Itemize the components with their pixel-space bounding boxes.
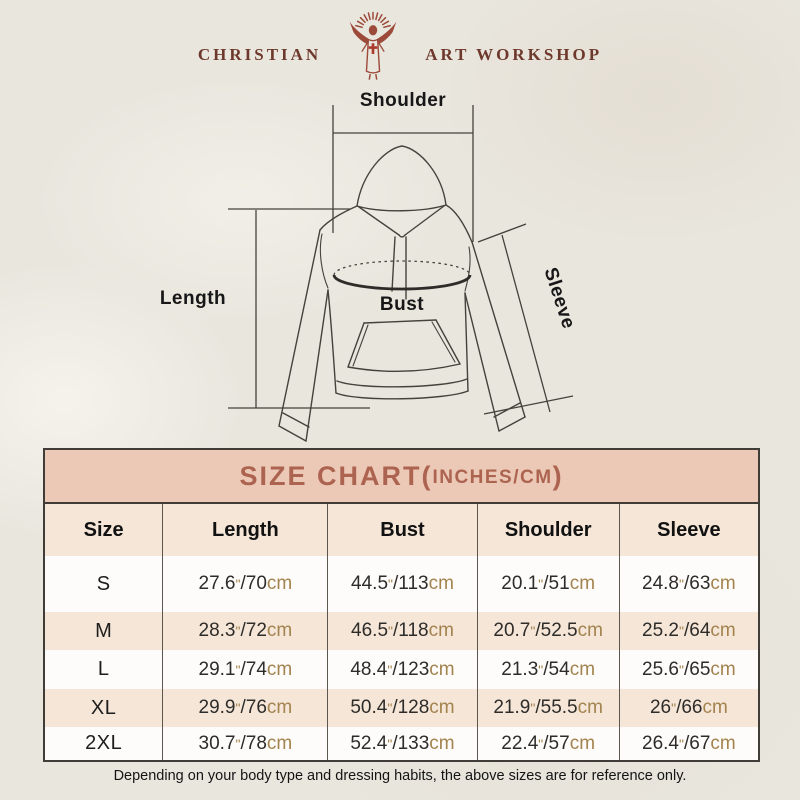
size-chart-table: SIZE CHART(INCHES/CM) Size Length Bust Shou…: [43, 448, 760, 762]
measure-cell: 27.6 "/70 cm: [163, 556, 329, 612]
measure-cell: 25.6 "/65 cm: [642, 658, 736, 680]
measure-cell: 48.4 "/123 cm: [328, 650, 478, 689]
measure-cell: 25.2 "/64 cm: [619, 612, 758, 650]
brand-name-left: CHRISTIAN: [197, 45, 322, 64]
size-cell: L: [45, 650, 164, 689]
bust-line-solid: [332, 274, 472, 291]
measure-cell: 52.4 "/133 cm: [328, 727, 478, 760]
column-header-sleeve: Sleeve: [619, 504, 758, 556]
size-cell: S: [45, 556, 164, 612]
measure-cell: 21.9 "/55.5 cm: [477, 689, 620, 727]
measure-cell: 20.7 "/52.5 cm: [477, 612, 620, 650]
size-cell: M: [45, 612, 164, 650]
measure-cell: 28.3 "/72 cm: [163, 612, 329, 650]
measure-cell: 29.1 "/74 cm: [163, 650, 329, 689]
footer-note: Depending on your body type and dressing…: [113, 768, 687, 784]
size-chart-title-band: SIZE CHART(INCHES/CM): [45, 450, 758, 504]
measurement-lines: [228, 105, 574, 415]
size-chart-grid: Size Length Bust Shoulder Sleeve S 27.6 "/70 cm 4…: [45, 504, 758, 760]
hoodie-outline: [278, 145, 526, 442]
size-cell: 2XL: [45, 727, 164, 760]
measure-cell: 24.8 "/63 cm: [642, 573, 736, 594]
measure-cell: 50.4 "/128 cm: [328, 689, 478, 727]
column-header-size: Size: [45, 504, 164, 556]
size-cell: XL: [45, 689, 164, 727]
measure-cell: 21.3 "/54 cm: [478, 650, 620, 689]
brand-name-right: ART WORKSHOP: [425, 45, 603, 64]
measure-cell: 26 "/66 cm: [619, 689, 758, 727]
shoulder-label: Shoulder: [360, 90, 446, 111]
measure-cell: 46.5 "/118 cm: [328, 612, 478, 650]
measure-cell: 22.4 "/57 cm: [478, 727, 620, 760]
size-chart-title: SIZE CHART(: [239, 460, 433, 491]
column-header-shoulder: Shoulder: [477, 504, 620, 556]
bust-label: Bust: [380, 294, 424, 315]
sleeve-label: Sleeve: [539, 265, 579, 332]
size-chart-title-close: ): [552, 460, 564, 491]
length-label: Length: [160, 288, 226, 309]
measure-cell: 30.7 "/78 cm: [163, 727, 329, 760]
measure-cell: 44.5 "/113 cm: [328, 556, 478, 612]
column-header-length: Length: [163, 504, 329, 556]
measure-cell: 20.1 "/51 cm: [478, 556, 620, 612]
column-header-bust: Bust: [328, 504, 478, 556]
measure-cell: 26.4 "/67 cm: [642, 732, 736, 754]
jesus-rays-icon: [349, 11, 397, 80]
brand-logo: CHRISTIAN ART WORKSHOP: [0, 8, 800, 86]
bust-line-dotted: [333, 260, 471, 276]
measure-cell: 29.9 "/76 cm: [163, 689, 329, 727]
hoodie-measurement-diagram: Shoulder Length Bust Sleeve: [160, 90, 579, 442]
size-chart-units: INCHES/CM: [432, 466, 553, 488]
